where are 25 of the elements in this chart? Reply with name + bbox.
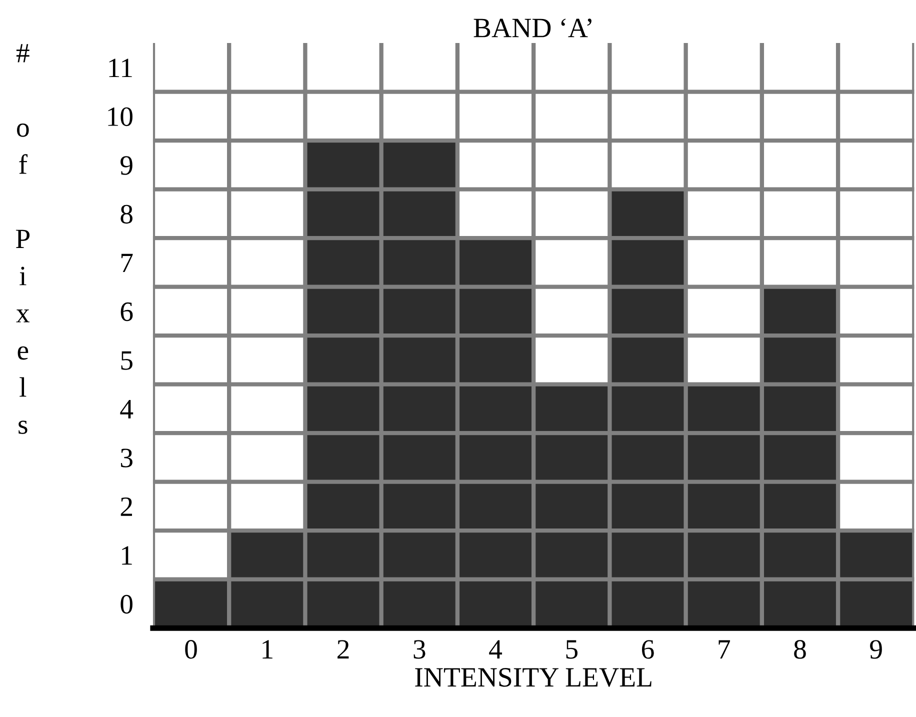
y-tick-label: 9 (120, 156, 132, 175)
x-tick-label: 9 (870, 640, 882, 659)
x-tick-label: 6 (642, 640, 654, 659)
x-axis-title: INTENSITY LEVEL (415, 668, 652, 687)
x-tick-label: 0 (185, 640, 197, 659)
y-tick-label: 0 (120, 594, 132, 614)
y-tick-label: 6 (120, 302, 133, 322)
y-tick-label: 5 (121, 351, 132, 370)
text: # of Pixels (16, 44, 30, 434)
x-tick-label: 5 (566, 640, 578, 659)
y-tick-label: 10 (108, 107, 132, 126)
x-tick-label: 4 (489, 640, 502, 658)
x-tick-label: 7 (718, 640, 730, 658)
y-tick-label: 3 (120, 448, 132, 468)
x-tick-label: 3 (414, 640, 426, 659)
y-tick-label: 8 (120, 204, 132, 224)
x-tick-label: 2 (338, 640, 349, 658)
y-tick-label: 2 (120, 497, 132, 516)
y-tick-label: 7 (121, 254, 133, 272)
y-tick-label: 4 (120, 400, 134, 418)
chart-title: BAND ‘A’ (474, 18, 592, 38)
x-tick-label: 1 (262, 640, 272, 658)
x-tick-label: 8 (794, 640, 806, 659)
y-tick-label: 11 (109, 58, 132, 78)
y-tick-label: 1 (122, 546, 132, 565)
